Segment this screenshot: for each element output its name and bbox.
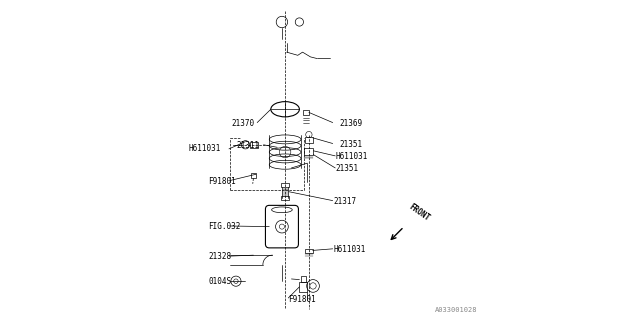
Text: A033001028: A033001028: [435, 307, 477, 313]
Text: 21317: 21317: [333, 197, 356, 206]
Text: 21369: 21369: [339, 119, 362, 128]
Text: F91801: F91801: [209, 177, 236, 186]
Text: 0104S: 0104S: [209, 277, 232, 286]
Text: H611031: H611031: [333, 245, 366, 254]
Text: F91801: F91801: [288, 295, 316, 304]
Text: 21351: 21351: [335, 164, 358, 173]
Text: 21311: 21311: [237, 141, 260, 150]
Circle shape: [280, 224, 284, 229]
Text: H611031: H611031: [188, 144, 221, 153]
Text: 21370: 21370: [232, 119, 255, 128]
Text: FRONT: FRONT: [407, 202, 431, 223]
Text: 21328: 21328: [209, 252, 232, 261]
Text: 21351: 21351: [339, 140, 362, 148]
Text: H611031: H611031: [335, 152, 367, 161]
Text: FIG.032: FIG.032: [209, 222, 241, 231]
